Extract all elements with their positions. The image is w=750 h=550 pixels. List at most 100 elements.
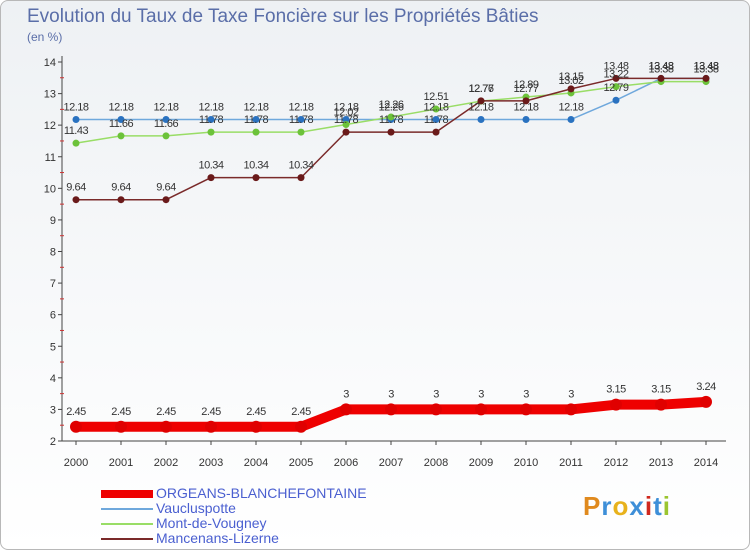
data-point-orgeans-blanchefontaine [250, 420, 262, 433]
legend-label: Mont-de-Vougney [156, 515, 267, 531]
data-label-mancenans-lizerne: 11.78 [379, 114, 404, 126]
data-point-orgeans-blanchefontaine [430, 403, 442, 416]
data-point-orgeans-blanchefontaine [700, 395, 712, 408]
data-label-mancenans-lizerne: 9.64 [111, 182, 131, 194]
data-point-vaucluspotte [162, 115, 170, 123]
x-tick-label: 2004 [244, 457, 268, 469]
legend-swatch [101, 537, 153, 540]
legend-label: Vaucluspotte [156, 500, 236, 516]
legend-item-mont-de-vougney: Mont-de-Vougney [101, 516, 367, 531]
legend-label: ORGEANS-BLANCHEFONTAINE [156, 485, 367, 501]
y-tick-label: 9 [50, 215, 56, 227]
legend-item-vaucluspotte: Vaucluspotte [101, 501, 367, 516]
data-label-mancenans-lizerne: 13.48 [603, 60, 628, 72]
x-tick-label: 2006 [334, 457, 358, 469]
data-point-mancenans-lizerne [72, 196, 80, 204]
x-tick-label: 2000 [64, 457, 88, 469]
y-tick-label: 7 [50, 278, 56, 290]
data-label-mont-de-vougney: 12.76 [468, 83, 493, 95]
data-label-mancenans-lizerne: 13.48 [693, 60, 718, 72]
data-label-orgeans-blanchefontaine: 3.15 [651, 384, 671, 396]
data-label-vaucluspotte: 12.18 [558, 101, 583, 113]
data-point-mancenans-lizerne [432, 128, 440, 136]
data-label-vaucluspotte: 12.18 [333, 101, 358, 113]
data-point-mancenans-lizerne [477, 97, 485, 105]
data-label-mont-de-vougney: 11.78 [289, 114, 314, 126]
logo-letter: i [662, 491, 671, 521]
y-tick-label: 10 [44, 183, 56, 195]
y-tick-label: 6 [50, 310, 56, 322]
data-point-orgeans-blanchefontaine [115, 420, 127, 433]
data-label-orgeans-blanchefontaine: 3.24 [696, 381, 716, 393]
data-point-mancenans-lizerne [657, 74, 665, 82]
x-tick-label: 2005 [289, 457, 313, 469]
data-label-orgeans-blanchefontaine: 3 [343, 388, 349, 400]
data-label-mancenans-lizerne: 13.48 [648, 60, 673, 72]
data-label-mancenans-lizerne: 9.64 [66, 182, 86, 194]
data-label-orgeans-blanchefontaine: 3 [568, 388, 574, 400]
data-label-mont-de-vougney: 12.02 [333, 107, 358, 119]
x-tick-label: 2008 [424, 457, 448, 469]
data-label-orgeans-blanchefontaine: 3 [478, 388, 484, 400]
data-label-vaucluspotte: 12.18 [468, 101, 493, 113]
logo-letter: t [653, 491, 663, 521]
data-label-mancenans-lizerne: 10.34 [243, 160, 268, 172]
data-label-mont-de-vougney: 11.78 [244, 114, 269, 126]
data-point-vaucluspotte [342, 115, 350, 123]
data-point-vaucluspotte [297, 115, 305, 123]
data-label-mont-de-vougney: 12.51 [423, 91, 448, 103]
data-point-mont-de-vougney [387, 113, 395, 121]
chart-title: Evolution du Taux de Taxe Foncière sur l… [27, 6, 539, 27]
data-point-mancenans-lizerne [207, 174, 215, 182]
data-label-orgeans-blanchefontaine: 3.15 [606, 384, 626, 396]
data-point-mancenans-lizerne [162, 196, 170, 204]
data-label-orgeans-blanchefontaine: 3 [388, 388, 394, 400]
proxiti-logo: Proxiti [583, 491, 671, 522]
data-label-vaucluspotte: 12.18 [513, 101, 538, 113]
data-point-orgeans-blanchefontaine [295, 420, 307, 433]
data-label-mont-de-vougney: 12.89 [513, 79, 538, 91]
y-axis-unit: (en %) [27, 30, 63, 44]
data-point-mont-de-vougney [162, 132, 170, 140]
legend-swatch [101, 507, 153, 510]
data-point-orgeans-blanchefontaine [385, 403, 397, 416]
logo-letter: r [601, 491, 613, 521]
data-point-vaucluspotte [522, 115, 530, 123]
data-label-orgeans-blanchefontaine: 2.45 [156, 406, 176, 418]
data-label-mancenans-lizerne: 12.77 [468, 83, 493, 95]
data-label-mont-de-vougney: 11.66 [109, 118, 134, 130]
y-tick-label: 12 [44, 120, 56, 132]
data-point-vaucluspotte [252, 115, 260, 123]
data-point-vaucluspotte [612, 96, 620, 104]
line-chart: 2 3 4 5 6 7 8 9 10 11 12 13 14 2000 2001 2002 2003 2004 20… [44, 56, 726, 469]
data-label-mont-de-vougney: 12.26 [378, 99, 403, 111]
data-label-mont-de-vougney: 11.78 [199, 114, 224, 126]
data-point-mont-de-vougney [252, 128, 260, 136]
data-point-orgeans-blanchefontaine [565, 403, 577, 416]
y-tick-label: 3 [50, 404, 56, 416]
legend: ORGEANS-BLANCHEFONTAINE Vaucluspotte Mont-… [101, 486, 367, 546]
data-point-vaucluspotte [432, 115, 440, 123]
data-point-mancenans-lizerne [117, 196, 125, 204]
data-label-mont-de-vougney: 11.66 [154, 118, 179, 130]
x-tick-label: 2013 [649, 457, 673, 469]
x-tick-label: 2010 [514, 457, 538, 469]
data-point-mancenans-lizerne [252, 174, 260, 182]
logo-letter: P [583, 491, 602, 521]
data-label-mont-de-vougney: 13.22 [603, 69, 628, 81]
legend-swatch [101, 489, 153, 498]
data-label-vaucluspotte: 12.18 [423, 101, 448, 113]
data-point-orgeans-blanchefontaine [70, 420, 82, 433]
data-label-mont-de-vougney: 13.02 [558, 75, 583, 87]
data-point-vaucluspotte [477, 115, 485, 123]
data-label-vaucluspotte: 13.48 [693, 60, 718, 72]
data-label-mancenans-lizerne: 11.78 [334, 114, 359, 126]
data-point-mancenans-lizerne [297, 174, 305, 182]
x-tick-label: 2014 [694, 457, 718, 469]
x-tick-label: 2007 [379, 457, 403, 469]
data-label-mont-de-vougney: 13.38 [648, 64, 673, 76]
data-point-orgeans-blanchefontaine [520, 403, 532, 416]
data-label-orgeans-blanchefontaine: 2.45 [291, 406, 311, 418]
y-tick-label: 13 [44, 89, 56, 101]
data-label-mont-de-vougney: 13.38 [693, 64, 718, 76]
